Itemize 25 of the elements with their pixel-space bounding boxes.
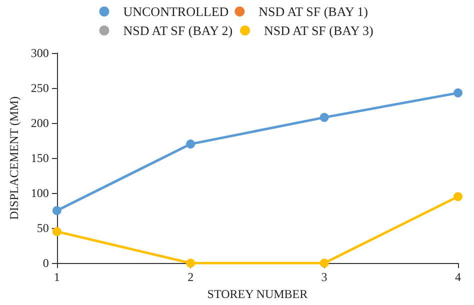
- point: [186, 258, 196, 268]
- x-tick-label: 1: [54, 270, 60, 284]
- x-tick-label: 4: [455, 270, 461, 284]
- x-tick-label: 3: [321, 270, 328, 284]
- point: [52, 227, 62, 236]
- legend-label: NSD AT SF (BAY 1): [258, 4, 368, 19]
- point: [186, 140, 196, 149]
- y-tick-label: 300: [30, 46, 49, 60]
- x-tick-label: 2: [188, 270, 194, 284]
- y-tick-label: 150: [30, 151, 49, 166]
- point: [52, 206, 62, 216]
- legend-label: NSD AT SF (BAY 3): [264, 23, 374, 38]
- point: [454, 192, 462, 202]
- y-tick-label: 0: [42, 256, 49, 270]
- legend-label: UNCONTROLLED: [123, 4, 229, 19]
- point: [454, 88, 462, 98]
- point: [320, 258, 329, 268]
- y-axis-title: DISPLACEMENT (MM): [7, 96, 21, 220]
- y-tick-label: 200: [30, 116, 49, 130]
- point: [320, 112, 329, 122]
- y-tick-label: 250: [30, 81, 49, 96]
- y-tick-label: 100: [30, 186, 49, 200]
- x-axis-title: STOREY NUMBER: [207, 287, 308, 301]
- legend-label: NSD AT SF (BAY 2): [123, 23, 233, 38]
- y-tick-label: 50: [36, 221, 49, 236]
